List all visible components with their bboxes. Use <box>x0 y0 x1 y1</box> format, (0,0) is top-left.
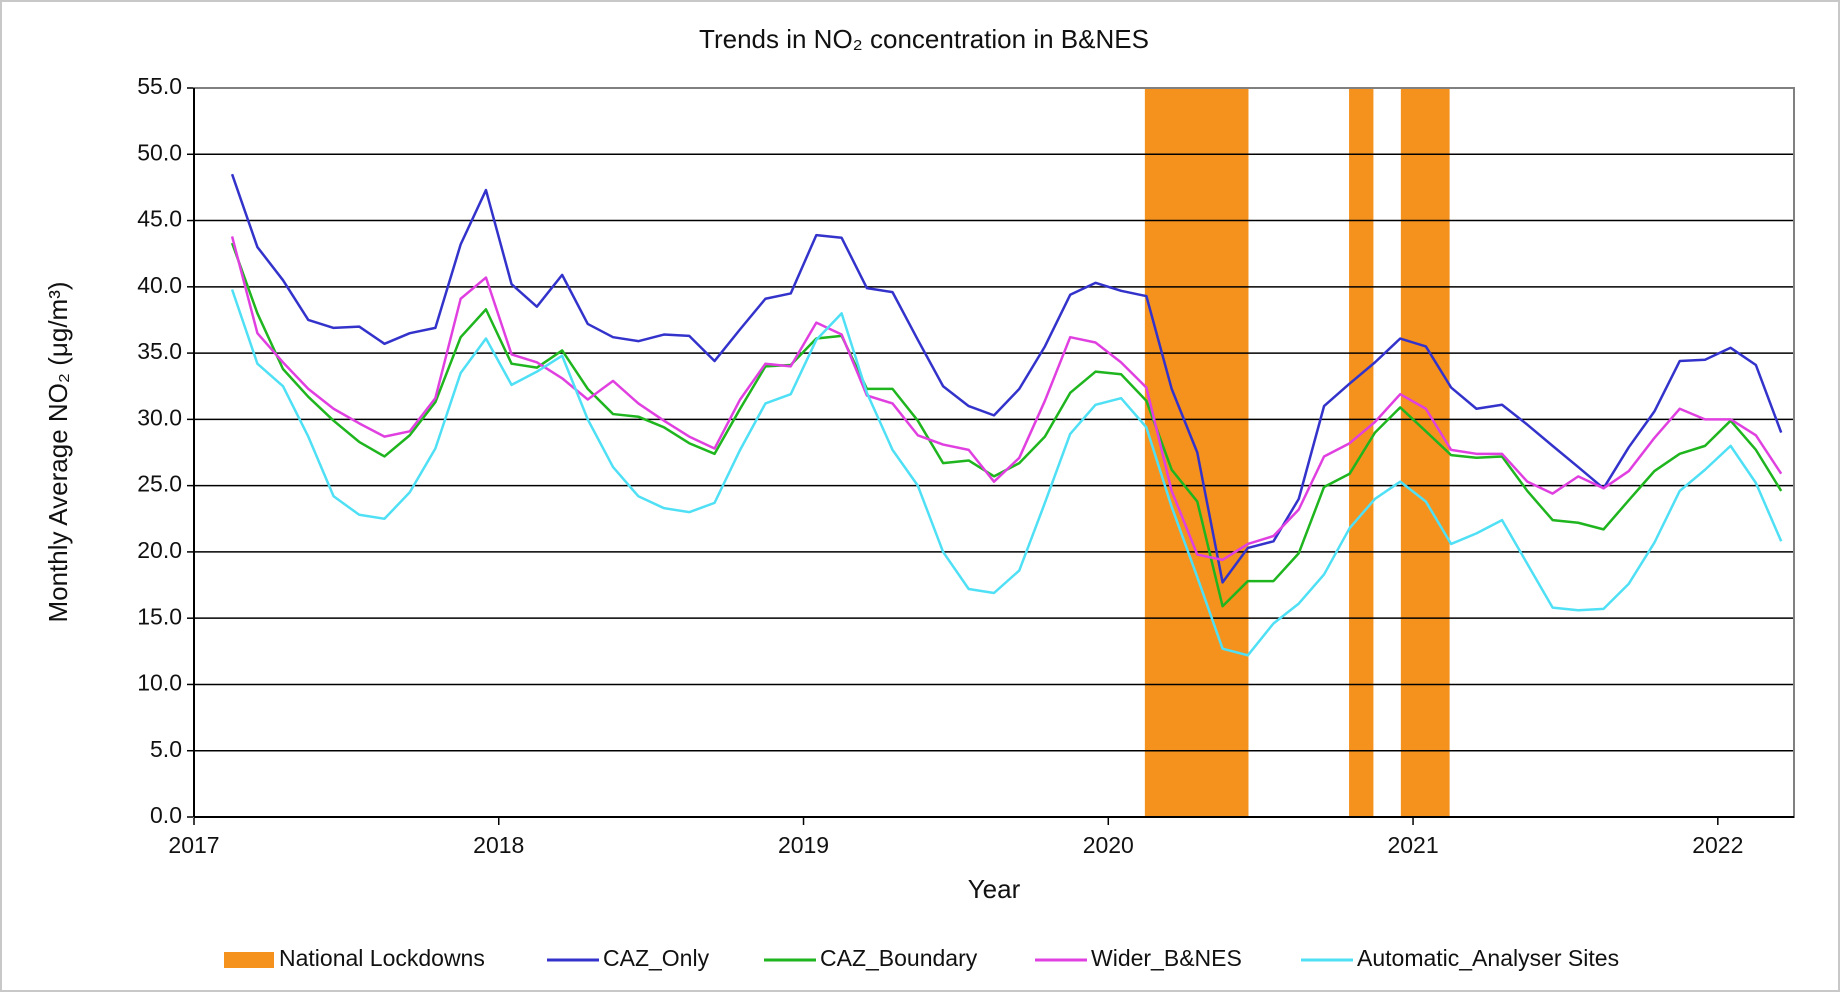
y-tick-label: 30.0 <box>137 404 182 430</box>
series-line <box>230 173 1783 584</box>
x-tick-label: 2020 <box>1083 832 1134 858</box>
y-tick-label: 55.0 <box>137 73 182 99</box>
series-line <box>230 236 1783 562</box>
y-tick-label: 35.0 <box>137 338 182 364</box>
y-tick-label: 5.0 <box>150 736 182 762</box>
x-tick-label: 2021 <box>1387 832 1438 858</box>
y-tick-label: 10.0 <box>137 670 182 696</box>
y-tick-label: 15.0 <box>137 603 182 629</box>
y-tick-label: 25.0 <box>137 471 182 497</box>
y-tick-label: 40.0 <box>137 272 182 298</box>
lockdown-band <box>1400 88 1450 817</box>
legend-label: Wider_B&NES <box>1091 945 1242 971</box>
y-tick-label: 20.0 <box>137 537 182 563</box>
x-axis-label: Year <box>968 874 1021 904</box>
legend-swatch <box>224 952 274 968</box>
x-tick-label: 2019 <box>778 832 829 858</box>
legend-label: CAZ_Only <box>603 945 710 971</box>
lockdown-band <box>1349 88 1374 817</box>
x-tick-label: 2018 <box>473 832 524 858</box>
legend-label: National Lockdowns <box>279 945 485 971</box>
x-tick-label: 2022 <box>1692 832 1743 858</box>
y-tick-label: 45.0 <box>137 206 182 232</box>
series-line <box>230 289 1783 657</box>
y-tick-label: 50.0 <box>137 139 182 165</box>
chart-title: Trends in NO₂ concentration in B&NES <box>699 24 1149 54</box>
y-tick-label: 0.0 <box>150 802 182 828</box>
legend-label: CAZ_Boundary <box>820 945 978 971</box>
y-axis-label: Monthly Average NO₂ (μg/m³) <box>43 281 73 622</box>
legend-label: Automatic_Analyser Sites <box>1357 945 1619 971</box>
x-tick-label: 2017 <box>168 832 219 858</box>
